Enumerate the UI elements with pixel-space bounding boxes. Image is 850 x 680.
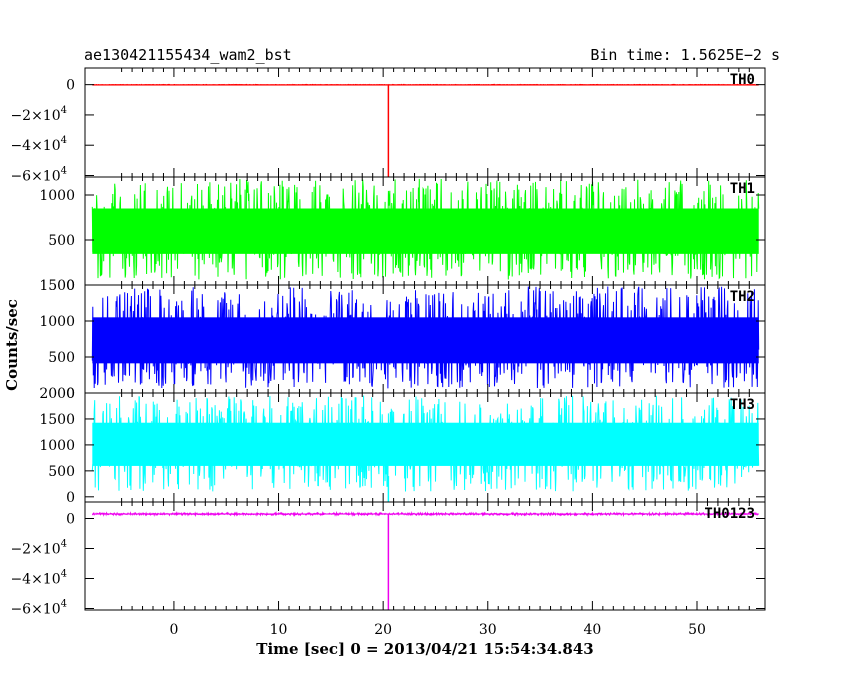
x-tick-label: 10 bbox=[270, 622, 288, 638]
panel-label-th0123: TH0123 bbox=[704, 506, 755, 522]
y-tick-label: −6×104 bbox=[10, 165, 67, 184]
x-tick-label: 40 bbox=[583, 622, 601, 638]
panel-th2: 0 500 1000 1500 TH2 bbox=[39, 278, 766, 402]
y-tick-label: 0 bbox=[66, 512, 75, 528]
y-ticks-th0: 0 −2×104 −4×104 −6×104 bbox=[10, 78, 765, 184]
panel-th1: 0 500 1000 TH1 bbox=[39, 176, 766, 294]
y-tick-label: 0 bbox=[66, 490, 75, 506]
y-tick-label: 1500 bbox=[39, 278, 75, 294]
series-th3-band bbox=[92, 422, 759, 466]
y-tick-label: 1000 bbox=[39, 314, 75, 330]
y-tick-label: 500 bbox=[48, 464, 75, 480]
y-tick-label: 2000 bbox=[39, 386, 75, 402]
panel-th3: 0 500 1000 1500 2000 TH3 bbox=[39, 386, 766, 506]
series-th0-band bbox=[92, 84, 759, 86]
chart-title: ae130421155434_wam2_bst bbox=[84, 46, 292, 64]
y-tick-label: −6×104 bbox=[10, 599, 67, 618]
y-tick-label: 0 bbox=[66, 78, 75, 94]
y-tick-label: 1000 bbox=[39, 188, 75, 204]
x-tick-label: 0 bbox=[169, 622, 178, 638]
panel-label-th0: TH0 bbox=[730, 72, 755, 88]
panel-th0: 0 −2×104 −4×104 −6×104 TH0 bbox=[10, 67, 766, 184]
y-tick-label: 0 bbox=[66, 278, 75, 294]
y-tick-label: −2×104 bbox=[10, 539, 67, 558]
x-tick-label: 50 bbox=[688, 622, 706, 638]
y-tick-label: 1000 bbox=[39, 438, 75, 454]
y-tick-label: 500 bbox=[48, 233, 75, 249]
panel-th0123: 0 −2×104 −4×104 −6×104 TH0123 bbox=[10, 501, 766, 618]
panel-frame bbox=[84, 501, 766, 611]
y-tick-label: 1500 bbox=[39, 412, 75, 428]
panel-label-th3: TH3 bbox=[730, 397, 755, 413]
panel-label-th2: TH2 bbox=[730, 289, 755, 305]
x-tick-labels: 0 10 20 30 40 50 bbox=[169, 622, 705, 638]
y-ticks-th2: 0 500 1000 1500 bbox=[39, 278, 765, 402]
y-tick-label: 0 bbox=[66, 386, 75, 402]
y-ticks-th3: 0 500 1000 1500 2000 bbox=[39, 386, 765, 506]
x-tick-label: 30 bbox=[479, 622, 497, 638]
x-tick-label: 20 bbox=[374, 622, 392, 638]
panel-label-th1: TH1 bbox=[730, 181, 755, 197]
series-th2-band bbox=[92, 317, 759, 364]
y-tick-label: −4×104 bbox=[10, 569, 67, 588]
y-tick-label: −4×104 bbox=[10, 135, 67, 154]
bin-time-label: Bin time: 1.5625E−2 s bbox=[590, 46, 780, 64]
series-th0123-band bbox=[92, 513, 759, 515]
y-axis-label: Counts/sec bbox=[3, 299, 21, 391]
x-axis-label: Time [sec] 0 = 2013/04/21 15:54:34.843 bbox=[256, 640, 593, 658]
y-tick-label: 500 bbox=[48, 350, 75, 366]
series-th1-band bbox=[92, 208, 759, 254]
y-tick-label: −2×104 bbox=[10, 105, 67, 124]
y-ticks-th0123: 0 −2×104 −4×104 −6×104 bbox=[10, 512, 765, 618]
